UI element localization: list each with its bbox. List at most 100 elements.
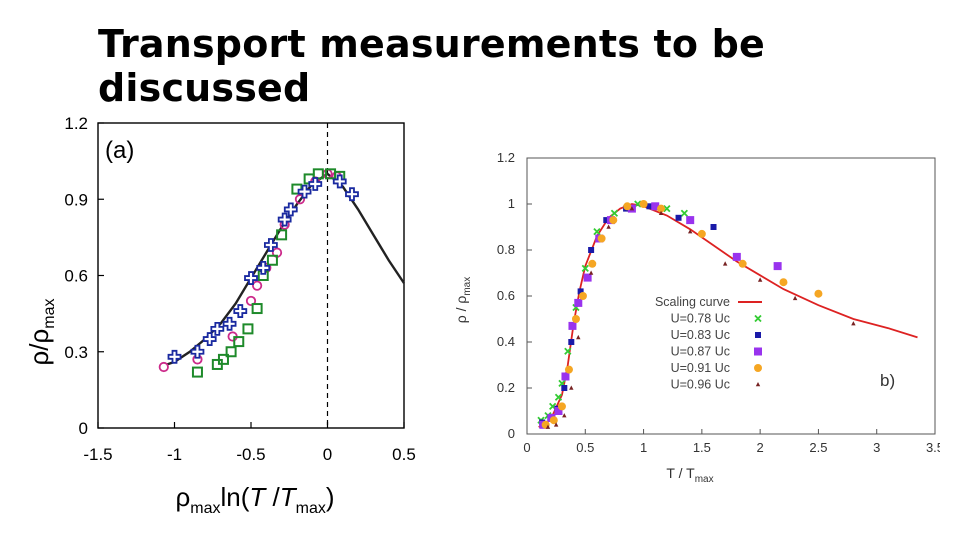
chart-b-point-U=0.91 Uc (609, 216, 618, 225)
chart-a-point-open-crosses (210, 321, 225, 336)
chart-b-point-U=0.91 Uc (623, 202, 632, 211)
chart-a-point-open-squares (217, 353, 229, 365)
chart-a-point-open-crosses (283, 202, 298, 217)
chart-b-point-U=0.83 Uc (577, 288, 584, 295)
chart-a-xtick-label: 0.5 (392, 445, 416, 464)
chart-b-legend-label: U=0.87 Uc (671, 345, 730, 359)
chart-b-point-U=0.87 Uc (574, 298, 583, 307)
chart-a-point-open-circles (252, 280, 263, 291)
chart-b-point-U=0.91 Uc (738, 259, 747, 268)
chart-b-point-U=0.96 Uc (576, 334, 581, 340)
chart-a-point-open-circles (245, 295, 257, 307)
chart-b-legend-swatch (754, 364, 762, 372)
svg-text:ρ/ρmax: ρ/ρmax (24, 298, 58, 365)
chart-a-point-open-squares (225, 346, 237, 358)
chart-a-point-open-crosses (222, 316, 237, 331)
chart-b-point-U=0.78 Uc (610, 209, 619, 217)
chart-b-point-U=0.91 Uc (814, 289, 823, 298)
chart-a-ytick-label: 0.3 (64, 343, 88, 362)
chart-a-point-open-circles (294, 194, 306, 205)
slide-title: Transport measurements to be discussed (98, 22, 765, 110)
chart-a-ytick-label: 0 (79, 419, 88, 438)
chart-b-point-U=0.91 Uc (578, 292, 587, 300)
chart-a-point-open-crosses (233, 304, 248, 318)
chart-b-legend-swatch (754, 314, 762, 323)
chart-b-point-U=0.91 Uc (549, 416, 558, 425)
chart-b-point-U=0.96 Uc (562, 413, 567, 418)
chart-b-point-U=0.96 Uc (606, 224, 611, 229)
chart-a-point-open-squares (266, 254, 278, 266)
chart-b-point-U=0.83 Uc (603, 217, 610, 224)
chart-a-panel-label: (a) (105, 137, 134, 164)
chart-b-xtick-label: 2.5 (809, 440, 827, 455)
chart-b-point-U=0.87 Uc (554, 407, 563, 415)
chart-a-xlabel: ρmaxln(T /Tmax) (175, 482, 334, 517)
chart-b-point-U=0.87 Uc (732, 252, 741, 261)
chart-b-plot-frame (526, 157, 936, 435)
chart-a-xtick-label: -1 (167, 445, 182, 464)
chart-b-legend-label: U=0.96 Uc (671, 378, 730, 392)
chart-a-xtick-label: -1.5 (83, 445, 112, 464)
chart-a-point-open-crosses (167, 349, 182, 364)
chart-a-point-open-crosses (277, 212, 292, 227)
chart-b-point-U=0.78 Uc (663, 204, 671, 213)
chart-b-point-U=0.83 Uc (588, 247, 595, 253)
svg-text:ρ / ρmax: ρ / ρmax (453, 277, 473, 324)
chart-b-point-U=0.78 Uc (680, 209, 689, 217)
chart-b-ytick-label: 0.4 (497, 334, 515, 349)
chart-b-point-U=0.87 Uc (583, 273, 592, 282)
chart-b-point-U=0.96 Uc (588, 270, 594, 275)
chart-b-point-U=0.96 Uc (757, 277, 763, 282)
chart-b-point-U=0.83 Uc (646, 203, 653, 210)
chart-b-xtick-label: 3.5 (926, 440, 940, 455)
chart-b-point-U=0.96 Uc (553, 422, 559, 427)
chart-b-ytick-label: 1 (508, 196, 515, 211)
chart-b-ytick-label: 0.2 (497, 380, 515, 395)
chart-b-point-U=0.87 Uc (651, 202, 660, 211)
chart-a-ytick-label: 0.6 (64, 267, 88, 286)
chart-b-xtick-label: 2 (757, 440, 764, 455)
chart-b-point-U=0.78 Uc (593, 227, 601, 236)
chart-b-point-U=0.91 Uc (639, 200, 648, 208)
chart-b-xtick-label: 3 (873, 440, 880, 455)
chart-b-point-U=0.83 Uc (710, 224, 717, 230)
chart-a-point-open-crosses (263, 238, 278, 252)
chart-b-legend-swatch (754, 347, 762, 356)
chart-b-point-U=0.87 Uc (773, 262, 782, 271)
chart-b-point-U=0.96 Uc (722, 261, 728, 266)
chart-b-xtick-label: 1 (640, 440, 647, 455)
chart-b-panel-label: b) (880, 371, 895, 390)
chart-b-ytick-label: 0.8 (497, 242, 515, 257)
chart-a-point-open-crosses (244, 271, 258, 285)
chart-b-point-U=0.78 Uc (554, 393, 563, 401)
chart-b-point-U=0.78 Uc (581, 264, 589, 273)
chart-a-ytick-label: 0.9 (64, 190, 88, 209)
chart-a-point-open-crosses (202, 332, 217, 346)
chart-a-xtick-label: 0 (323, 445, 332, 464)
chart-b-legend-swatch (755, 382, 761, 387)
chart-b-xtick-label: 1.5 (693, 440, 711, 455)
chart-a-point-open-crosses (308, 177, 323, 191)
chart-b-xtick-label: 0.5 (576, 440, 594, 455)
chart-b-point-U=0.91 Uc (657, 204, 666, 213)
chart-b-ytick-label: 0.6 (497, 288, 515, 303)
chart-b-legend-label: U=0.91 Uc (671, 361, 730, 375)
chart-b-ytick-label: 0 (508, 426, 515, 441)
chart-b-xlabel: T / Tmax (666, 465, 713, 485)
chart-b-point-U=0.87 Uc (686, 216, 695, 225)
chart-b-point-U=0.91 Uc (588, 259, 597, 268)
chart-b-legend-swatch (755, 332, 761, 338)
chart-a-point-open-squares (242, 323, 254, 335)
chart-a-point-open-crosses (256, 260, 271, 275)
chart-b-legend-label: U=0.78 Uc (671, 312, 730, 326)
chart-b-point-U=0.91 Uc (697, 229, 706, 238)
chart-b-point-U=0.91 Uc (597, 234, 606, 243)
chart-b-ytick-label: 1.2 (497, 150, 515, 165)
chart-b-point-U=0.91 Uc (564, 365, 573, 374)
chart-b-point-U=0.83 Uc (568, 339, 575, 345)
chart-b-point-U=0.91 Uc (571, 315, 580, 323)
chart-b-point-U=0.96 Uc (569, 385, 574, 390)
chart-a-point-open-crosses (345, 187, 359, 202)
chart-a-ylabel: ρ/ρmax (24, 298, 58, 365)
chart-b-ylabel: ρ / ρmax (453, 277, 473, 324)
